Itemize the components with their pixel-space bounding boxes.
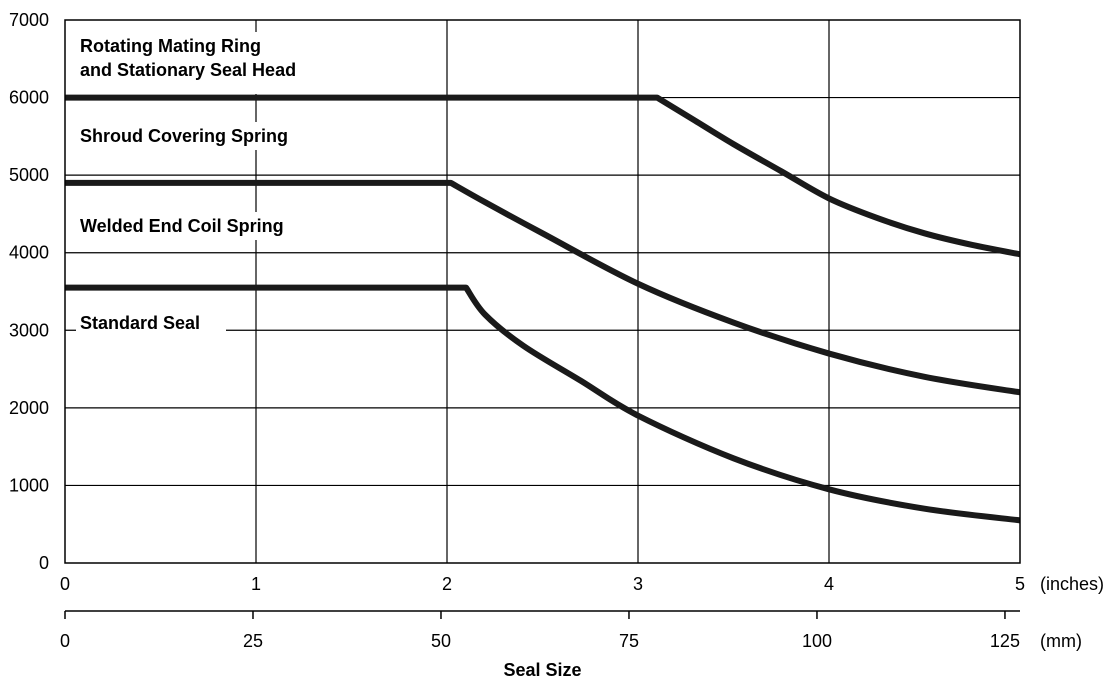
x-tick-label: 0 bbox=[60, 574, 70, 594]
series-label-bg bbox=[76, 309, 226, 337]
series-lines bbox=[65, 94, 1021, 524]
series-label: Standard Seal bbox=[80, 313, 200, 333]
x-unit-inches: (inches) bbox=[1040, 574, 1104, 594]
series-label-line: Welded End Coil Spring bbox=[80, 216, 284, 236]
x-tick-label: 2 bbox=[442, 574, 452, 594]
x-axis-title: Seal Size bbox=[503, 660, 581, 680]
x-tick-label: 4 bbox=[824, 574, 834, 594]
x-tick-label-mm: 50 bbox=[431, 631, 451, 651]
x-tick-label-mm: 75 bbox=[619, 631, 639, 651]
y-tick-label: 6000 bbox=[9, 88, 49, 108]
series-label-bg bbox=[76, 122, 326, 150]
series-label-bg bbox=[76, 32, 346, 94]
series-label-line: and Stationary Seal Head bbox=[80, 60, 296, 80]
series-line bbox=[65, 94, 1021, 258]
y-tick-label: 3000 bbox=[9, 320, 49, 340]
mm-axis: 0 25 50 75 100 125 bbox=[60, 610, 1020, 651]
series-line bbox=[65, 179, 1021, 396]
y-tick-label: 7000 bbox=[9, 10, 49, 30]
y-tick-labels: 0 1000 2000 3000 4000 5000 6000 7000 bbox=[9, 10, 49, 573]
y-tick-label: 1000 bbox=[9, 475, 49, 495]
series-label-bg bbox=[76, 212, 326, 240]
y-tick-label: 5000 bbox=[9, 165, 49, 185]
x-tick-label-mm: 100 bbox=[802, 631, 832, 651]
y-tick-label: 2000 bbox=[9, 398, 49, 418]
x-tick-label-mm: 125 bbox=[990, 631, 1020, 651]
y-tick-label: 0 bbox=[39, 553, 49, 573]
series-label-line: Shroud Covering Spring bbox=[80, 126, 288, 146]
x-tick-label-mm: 0 bbox=[60, 631, 70, 651]
grid-lines bbox=[65, 20, 1020, 563]
series-label: Rotating Mating Ring and Stationary Seal … bbox=[80, 36, 296, 80]
series-label: Welded End Coil Spring bbox=[80, 216, 284, 236]
series-labels: Rotating Mating Ring and Stationary Seal … bbox=[76, 32, 346, 337]
series-label-line: Standard Seal bbox=[80, 313, 200, 333]
series-label-line: Rotating Mating Ring bbox=[80, 36, 261, 56]
x-tick-label: 1 bbox=[251, 574, 261, 594]
x-tick-label: 3 bbox=[633, 574, 643, 594]
series-label: Shroud Covering Spring bbox=[80, 126, 288, 146]
x-tick-label: 5 bbox=[1015, 574, 1025, 594]
x-tick-label-mm: 25 bbox=[243, 631, 263, 651]
x-tick-labels-inches: 0 1 2 3 4 5 bbox=[60, 574, 1025, 594]
series-line bbox=[65, 284, 1021, 524]
y-tick-label: 4000 bbox=[9, 243, 49, 263]
plot-frame bbox=[64, 19, 1021, 564]
x-unit-mm: (mm) bbox=[1040, 631, 1082, 651]
